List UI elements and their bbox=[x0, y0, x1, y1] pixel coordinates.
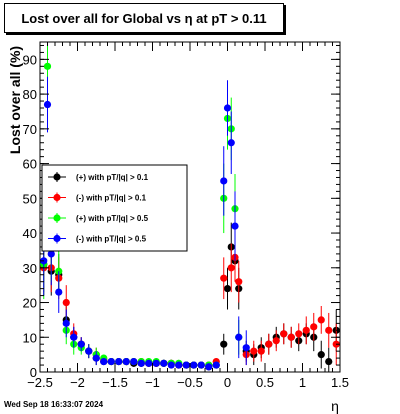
y-tick-label: 80 bbox=[23, 87, 37, 102]
x-tick-label: −1.5 bbox=[102, 375, 128, 390]
data-point bbox=[295, 330, 303, 338]
data-point bbox=[280, 330, 288, 338]
data-point bbox=[190, 361, 198, 369]
data-point bbox=[212, 361, 220, 369]
data-point bbox=[265, 340, 273, 348]
x-axis-label: η bbox=[331, 398, 339, 414]
x-tick-label: 1.5 bbox=[331, 375, 349, 390]
data-point bbox=[287, 333, 295, 341]
y-tick-label: 10 bbox=[23, 330, 37, 345]
data-point bbox=[47, 250, 55, 258]
data-point bbox=[152, 359, 160, 367]
data-point bbox=[223, 104, 232, 112]
x-tick-label: 0 bbox=[224, 375, 231, 390]
data-point bbox=[205, 363, 213, 371]
legend: (+) with pT/|q| > 0.1 (-) with pT/|q| > 0… bbox=[41, 164, 188, 252]
data-point bbox=[70, 333, 78, 341]
y-tick-label: 90 bbox=[23, 52, 37, 67]
data-point bbox=[317, 351, 325, 359]
data-point bbox=[62, 319, 70, 327]
data-point bbox=[92, 354, 100, 362]
y-tick-label: 20 bbox=[23, 296, 37, 311]
legend-box bbox=[41, 164, 188, 252]
data-point bbox=[325, 357, 333, 366]
y-tick-label: 0 bbox=[30, 365, 37, 380]
legend-label: (+) with pT/|q| > 0.1 bbox=[76, 173, 149, 182]
legend-label: (+) with pT/|q| > 0.5 bbox=[76, 214, 149, 223]
data-point bbox=[235, 278, 243, 286]
data-point bbox=[257, 347, 265, 355]
data-point bbox=[167, 361, 175, 369]
x-tick-label: −0.5 bbox=[177, 375, 203, 390]
data-point bbox=[310, 323, 318, 331]
data-point bbox=[43, 100, 52, 109]
axes: −2.5 −2 −1.5 −1 −0.5 0 0.5 1 1.5 0 10 20 30 40 50 60 70 8… bbox=[7, 42, 349, 414]
y-axis-label: Lost over all (%) bbox=[7, 46, 23, 154]
data-point bbox=[302, 326, 310, 334]
data-point bbox=[242, 344, 250, 352]
data-point bbox=[55, 288, 63, 296]
data-point bbox=[231, 222, 239, 230]
data-point bbox=[182, 361, 190, 369]
x-tick-label: −2.5 bbox=[27, 375, 53, 390]
legend-marker bbox=[53, 173, 61, 181]
data-point bbox=[223, 285, 232, 293]
data-point bbox=[77, 340, 85, 348]
data-point bbox=[62, 298, 70, 307]
data-point bbox=[43, 62, 52, 70]
data-point bbox=[220, 340, 228, 348]
data-point bbox=[235, 333, 243, 341]
legend-marker bbox=[53, 214, 61, 222]
x-tick-label: −1 bbox=[145, 375, 160, 390]
y-tick-label: 30 bbox=[23, 261, 37, 276]
data-point bbox=[325, 326, 333, 334]
data-point bbox=[160, 359, 168, 367]
data-point bbox=[317, 316, 325, 324]
y-tick-label: 40 bbox=[23, 226, 37, 241]
y-tick-label: 70 bbox=[23, 122, 37, 137]
data-point bbox=[272, 337, 280, 345]
x-tick-label: 0.5 bbox=[256, 375, 274, 390]
data-points bbox=[40, 42, 340, 372]
data-point bbox=[175, 361, 183, 369]
y-tick-label: 60 bbox=[23, 157, 37, 172]
timestamp: Wed Sep 18 16:33:07 2024 bbox=[4, 400, 104, 409]
y-tick-label: 50 bbox=[23, 191, 37, 206]
data-point bbox=[227, 139, 235, 147]
data-point bbox=[227, 264, 235, 272]
data-point bbox=[107, 357, 115, 366]
legend-label: (-) with pT/|q| > 0.5 bbox=[76, 235, 147, 244]
data-point bbox=[115, 357, 123, 366]
data-point bbox=[100, 357, 108, 366]
data-point bbox=[85, 347, 93, 355]
legend-marker bbox=[53, 234, 61, 243]
legend-marker bbox=[53, 193, 61, 202]
chart-title: Lost over all for Global vs η at pT > 0.… bbox=[4, 3, 284, 33]
data-point bbox=[220, 177, 228, 185]
data-point bbox=[250, 347, 258, 355]
data-point bbox=[145, 359, 153, 367]
data-point bbox=[220, 274, 228, 282]
data-point bbox=[137, 359, 145, 367]
x-tick-label: 1 bbox=[299, 375, 306, 390]
data-point bbox=[122, 357, 130, 366]
x-tick-label: −2 bbox=[70, 375, 85, 390]
legend-label: (-) with pT/|q| > 0.1 bbox=[76, 194, 147, 203]
data-point bbox=[197, 361, 205, 369]
data-point bbox=[130, 357, 138, 366]
